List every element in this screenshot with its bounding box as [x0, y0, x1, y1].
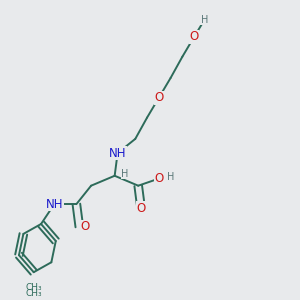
Text: H: H [167, 172, 175, 182]
Text: O: O [80, 220, 89, 233]
Text: O: O [190, 30, 199, 43]
Text: O: O [154, 91, 164, 104]
Text: NH: NH [109, 147, 126, 160]
Text: O: O [136, 202, 146, 215]
Text: NH: NH [46, 198, 63, 211]
Text: CH₃: CH₃ [26, 283, 42, 292]
Text: H: H [121, 169, 129, 178]
Text: O: O [154, 172, 164, 185]
Text: CH₃: CH₃ [26, 289, 42, 298]
Text: H: H [201, 15, 208, 25]
